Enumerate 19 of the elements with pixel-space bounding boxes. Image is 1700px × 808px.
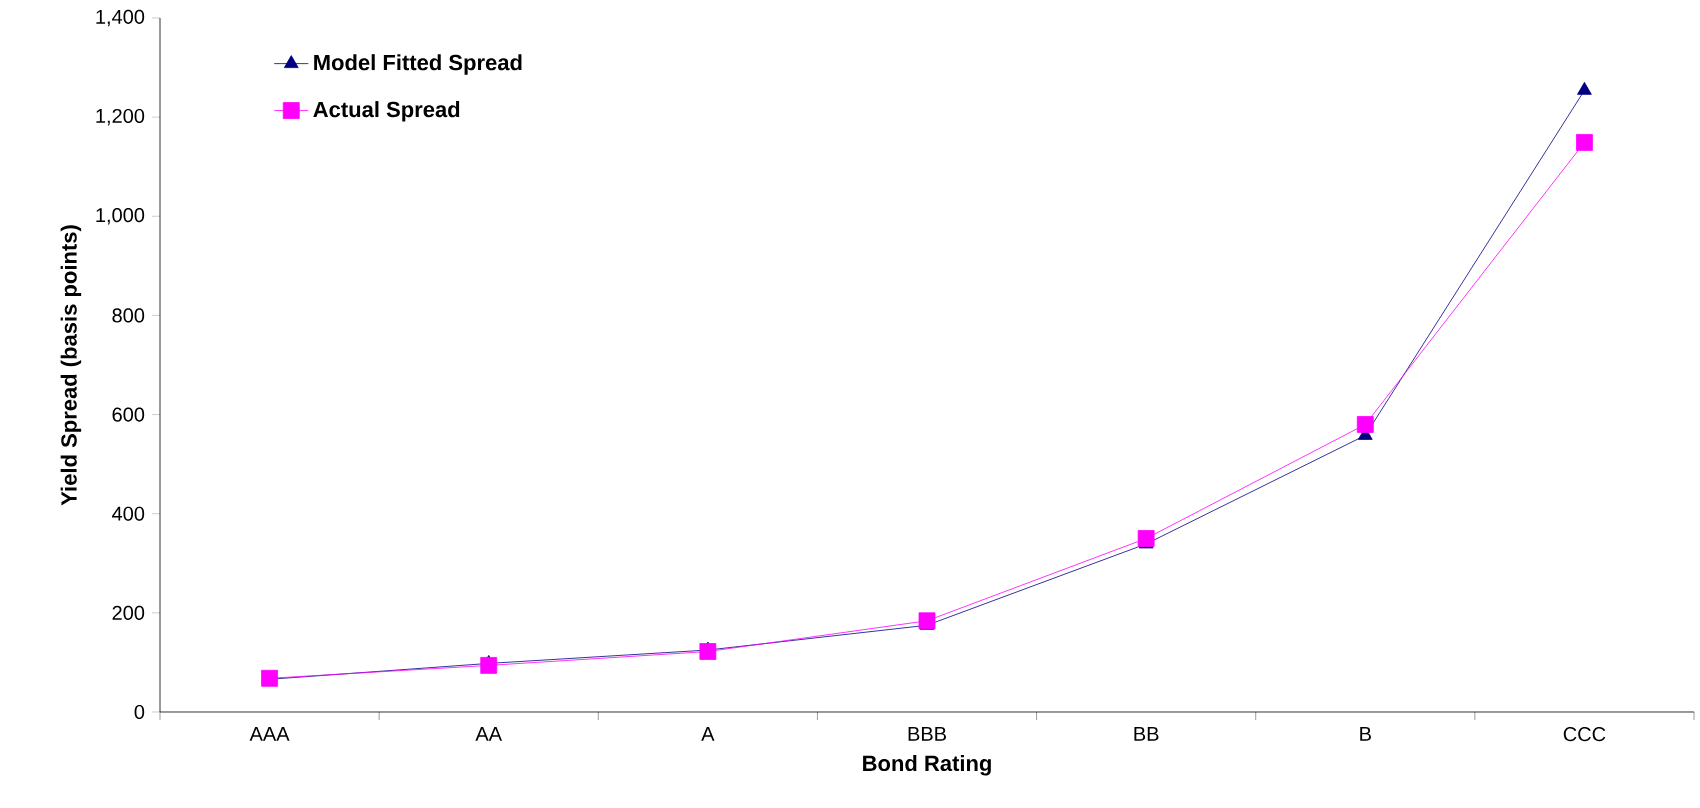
x-tick-label: B — [1360, 727, 1371, 741]
x-tick-label: BB — [1134, 727, 1159, 741]
legend-label: Model Fitted Spread — [314, 54, 522, 75]
y-tick-label: 1,400 — [96, 9, 145, 27]
y-tick-label: 1,000 — [96, 208, 145, 225]
x-tick-label: A — [701, 727, 715, 741]
y-tick-label: 400 — [112, 506, 145, 521]
x-axis-title: Bond Rating — [863, 754, 991, 776]
y-tick-label: 200 — [112, 605, 145, 620]
y-axis-title: Yield Spread (basis points) — [60, 225, 82, 506]
legend-label: Actual Spread — [313, 101, 460, 122]
x-tick-label: AA — [475, 727, 503, 741]
y-tick-label: 1,200 — [96, 108, 145, 126]
x-tick-label: AAA — [249, 727, 290, 741]
y-tick-label: 0 — [134, 704, 145, 720]
x-tick-label: BBB — [908, 727, 946, 741]
x-tick-label: CCC — [1563, 727, 1606, 742]
y-tick-label: 800 — [112, 308, 145, 323]
y-tick-label: 600 — [112, 407, 145, 422]
